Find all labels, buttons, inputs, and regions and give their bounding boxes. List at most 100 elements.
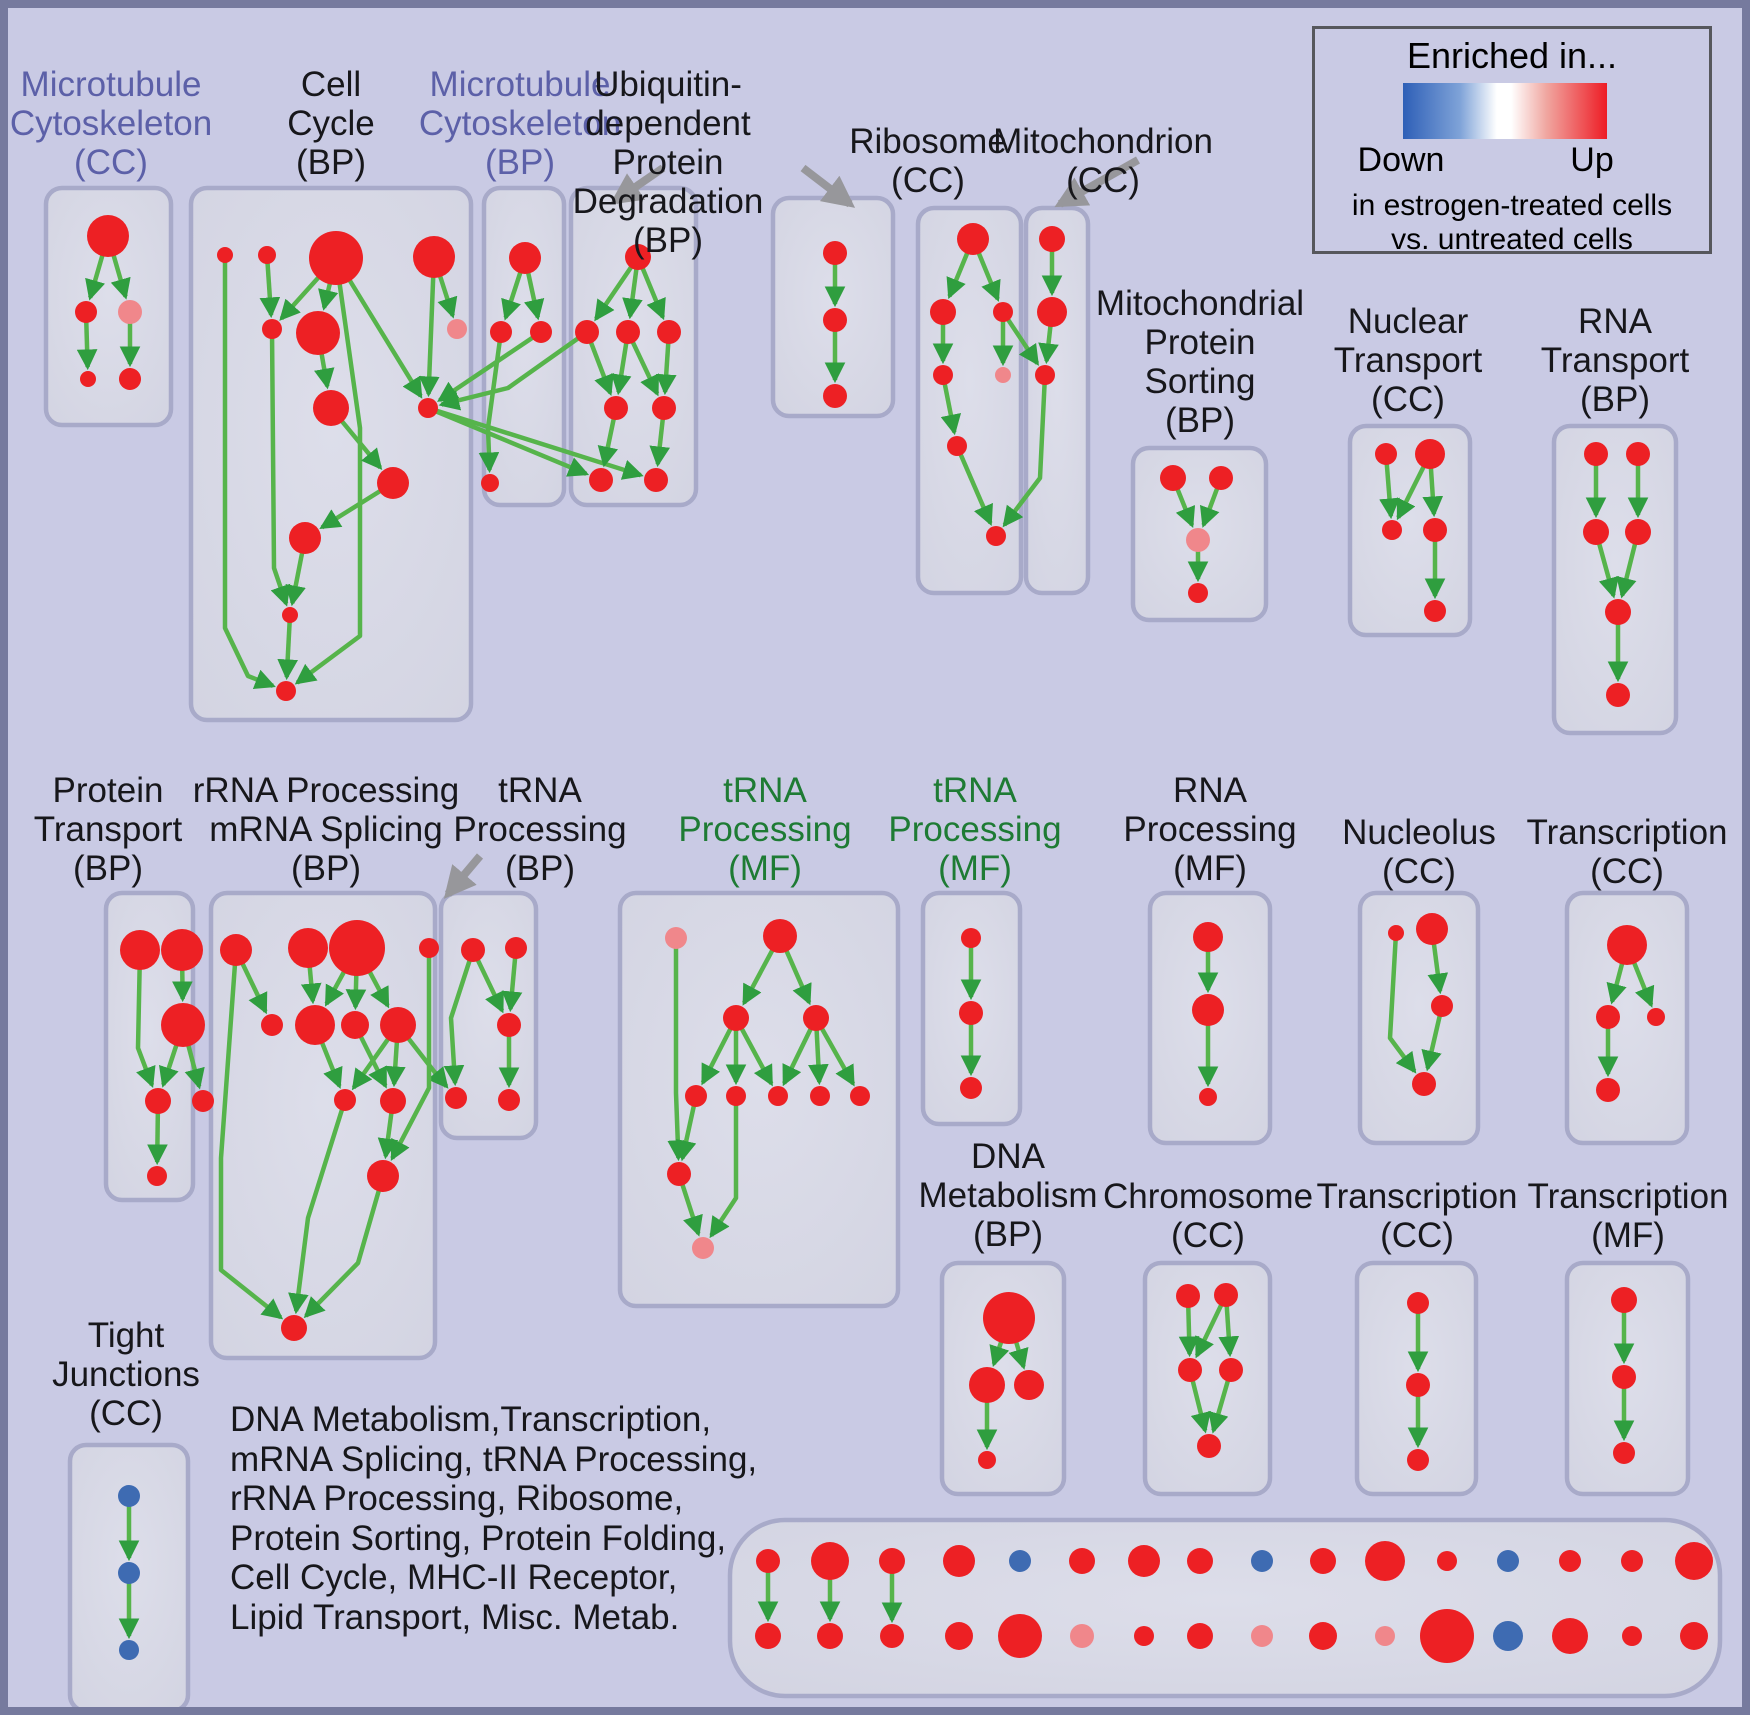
node-g6 — [295, 1005, 335, 1045]
node-h11 — [692, 1237, 714, 1259]
label-tight-junctions: Tight Junctions (CC) — [52, 1316, 200, 1433]
box-misc-strip — [727, 1517, 1723, 1699]
node-v2 — [823, 308, 847, 332]
misc-line-5: Cell Cycle, MHC-II Receptor, — [230, 1558, 678, 1597]
node-u3 — [616, 320, 640, 344]
node-q2 — [1626, 442, 1650, 466]
label-ubiquitin: Ubiquitin- dependent Protein Degradation… — [572, 65, 764, 260]
node-sb3 — [945, 1622, 973, 1650]
node-p1 — [120, 930, 160, 970]
label-cell-cycle: Cell Cycle (BP) — [287, 65, 375, 182]
edge-m3-n9 — [437, 330, 543, 403]
node-y2 — [1214, 1283, 1238, 1307]
node-c3 — [497, 1013, 521, 1037]
node-f4 — [1412, 1072, 1436, 1096]
label-transcription-cc-bottom: Transcription (CC) — [1316, 1177, 1518, 1255]
node-g3 — [329, 920, 385, 976]
box-ubiquitin-bp-2 — [770, 195, 896, 419]
node-k2 — [959, 1001, 983, 1025]
misc-line-4: Protein Sorting, Protein Folding, — [230, 1518, 727, 1558]
legend-subtitle: in estrogen-treated cells vs. untreated … — [1352, 189, 1672, 257]
node-v1 — [823, 241, 847, 265]
node-n12 — [282, 607, 298, 623]
label-trna-mf-1: tRNA Processing (MF) — [678, 771, 852, 888]
edge-n4-n9 — [418, 256, 440, 398]
node-st1 — [811, 1542, 849, 1580]
node-t3 — [1382, 520, 1402, 540]
node-q4 — [1625, 519, 1651, 545]
node-u5 — [604, 396, 628, 420]
misc-line-6: Lipid Transport, Misc. Metab. — [230, 1597, 680, 1637]
node-h8 — [810, 1086, 830, 1106]
node-r1 — [957, 223, 989, 255]
node-p6 — [147, 1166, 167, 1186]
label-transcription-mf: Transcription (MF) — [1527, 1177, 1729, 1255]
node-n10 — [377, 467, 409, 499]
edge-c1-c4 — [443, 949, 476, 1087]
label-trna-bp: tRNA Processing (BP) — [453, 771, 627, 888]
edge-n5-n12 — [269, 328, 291, 607]
label-rna-processing-mf: RNA Processing (MF) — [1123, 771, 1297, 888]
node-sb14 — [1622, 1626, 1642, 1646]
node-z2 — [969, 1367, 1005, 1403]
node-p2 — [161, 929, 203, 971]
node-h6 — [726, 1086, 746, 1106]
node-b3 — [119, 1640, 139, 1660]
label-chromosome-cc: Chromosome (CC) — [1102, 1177, 1314, 1255]
node-n8 — [313, 390, 349, 426]
node-y5 — [1197, 1434, 1221, 1458]
node-r7 — [986, 526, 1006, 546]
edge-h6-h11 — [709, 1096, 739, 1239]
node-k3 — [960, 1077, 982, 1099]
node-n11 — [289, 522, 321, 554]
node-sb0 — [755, 1623, 781, 1649]
node-s1 — [1160, 465, 1186, 491]
node-q1 — [1584, 442, 1608, 466]
node-d2 — [1596, 1005, 1620, 1029]
node-h2 — [763, 919, 797, 953]
node-m2 — [490, 321, 512, 343]
legend-down-label: Down — [1357, 141, 1445, 179]
edge-r3-w3 — [1001, 310, 1040, 366]
edge-g8-c4 — [396, 1023, 449, 1089]
node-u2 — [575, 320, 599, 344]
label-dna-metabolism: DNA Metabolism (BP) — [918, 1137, 1098, 1254]
label-ribosome: Ribosome (CC) — [849, 122, 1007, 200]
node-st4 — [1009, 1550, 1031, 1572]
label-rrna-mrna: rRNA Processing mRNA Splicing (BP) — [192, 771, 460, 888]
node-st13 — [1559, 1550, 1581, 1572]
group-nodes — [75, 215, 1713, 1663]
node-c4 — [445, 1087, 467, 1109]
node-w3 — [1035, 365, 1055, 385]
node-h9 — [850, 1086, 870, 1106]
node-h1 — [665, 927, 687, 949]
misc-line-3: rRNA Processing, Ribosome, — [230, 1479, 684, 1518]
node-y4 — [1219, 1358, 1243, 1382]
node-a1 — [87, 215, 129, 257]
edge-p1-p4 — [135, 949, 156, 1088]
node-sb6 — [1134, 1626, 1154, 1646]
node-w1 — [1039, 226, 1065, 252]
node-g11 — [367, 1160, 399, 1192]
edge-n1-n13 — [222, 255, 276, 690]
label-microtubule-cc: Microtubule Cytoskeleton (CC) — [9, 65, 213, 182]
node-m4 — [481, 474, 499, 492]
node-p3 — [161, 1003, 205, 1047]
node-t5 — [1424, 600, 1446, 622]
node-n13 — [276, 681, 296, 701]
node-n9 — [418, 398, 438, 418]
node-r6 — [947, 436, 967, 456]
label-mitochondrion: Mitochondrion (CC) — [993, 122, 1213, 200]
edge-g9-g12 — [288, 1099, 348, 1315]
node-st14 — [1621, 1550, 1643, 1572]
node-z4 — [978, 1451, 996, 1469]
node-s2 — [1209, 466, 1233, 490]
box-mitochondrion-cc — [1023, 205, 1091, 596]
node-q6 — [1606, 683, 1630, 707]
node-s3 — [1186, 528, 1210, 552]
node-st10 — [1365, 1541, 1405, 1581]
node-t1 — [1375, 443, 1397, 465]
node-a5 — [119, 368, 141, 390]
node-d3 — [1647, 1008, 1665, 1026]
